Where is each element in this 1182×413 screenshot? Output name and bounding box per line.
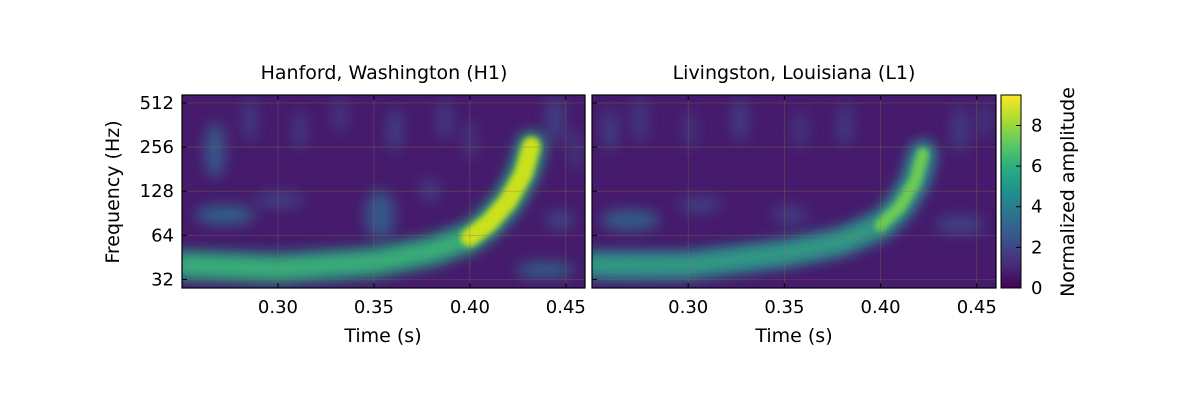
panel-l1-heatmap <box>592 95 996 288</box>
y-tick-label: 512 <box>140 93 174 114</box>
panel-h1-xlabel: Time (s) <box>343 325 421 347</box>
x-tick-label: 0.35 <box>764 297 804 318</box>
colorbar-ticks: 0 2 4 6 8 <box>1016 115 1042 299</box>
colorbar-tick-label: 4 <box>1031 197 1042 218</box>
x-tick-label: 0.35 <box>354 297 394 318</box>
panel-h1-peak <box>460 137 541 247</box>
panel-h1-title: Hanford, Washington (H1) <box>261 62 508 84</box>
panel-l1-xlabel: Time (s) <box>754 325 832 347</box>
x-tick-label: 0.40 <box>450 297 490 318</box>
colorbar-tick-label: 0 <box>1031 278 1042 299</box>
y-tick-label: 32 <box>151 269 174 290</box>
panel-h1-texture <box>195 96 581 278</box>
panel-h1-ylabel: Frequency (Hz) <box>102 120 124 263</box>
y-tick-label: 64 <box>151 225 174 246</box>
panel-h1: Hanford, Washington (H1) <box>102 62 586 347</box>
colorbar-gradient <box>1000 94 1022 289</box>
colorbar-tick-label: 8 <box>1031 115 1042 136</box>
panel-h1-yticks: 32 64 128 256 512 <box>140 93 187 290</box>
panel-l1: Livingston, Louisiana (L1) <box>591 62 997 347</box>
panel-l1-title: Livingston, Louisiana (L1) <box>673 62 916 84</box>
panel-l1-grid <box>592 95 996 288</box>
panel-h1-heatmap <box>182 95 585 288</box>
colorbar-tick-label: 2 <box>1031 237 1042 258</box>
y-tick-label: 256 <box>140 137 174 158</box>
panel-l1-xticks: 0.30 0.35 0.40 0.45 <box>592 95 997 318</box>
colorbar: 0 2 4 6 8 Normalized amplitude <box>1000 87 1079 299</box>
panel-h1-grid <box>182 95 585 288</box>
x-tick-label: 0.45 <box>546 297 586 318</box>
colorbar-label: Normalized amplitude <box>1057 87 1079 297</box>
x-tick-label: 0.30 <box>668 297 708 318</box>
panel-l1-peak <box>874 147 929 232</box>
y-tick-label: 128 <box>140 181 174 202</box>
x-tick-label: 0.30 <box>258 297 298 318</box>
x-tick-label: 0.45 <box>957 297 997 318</box>
colorbar-tick-label: 6 <box>1031 156 1042 177</box>
panel-h1-xticks: 0.30 0.35 0.40 0.45 <box>258 95 586 318</box>
x-tick-label: 0.40 <box>861 297 901 318</box>
